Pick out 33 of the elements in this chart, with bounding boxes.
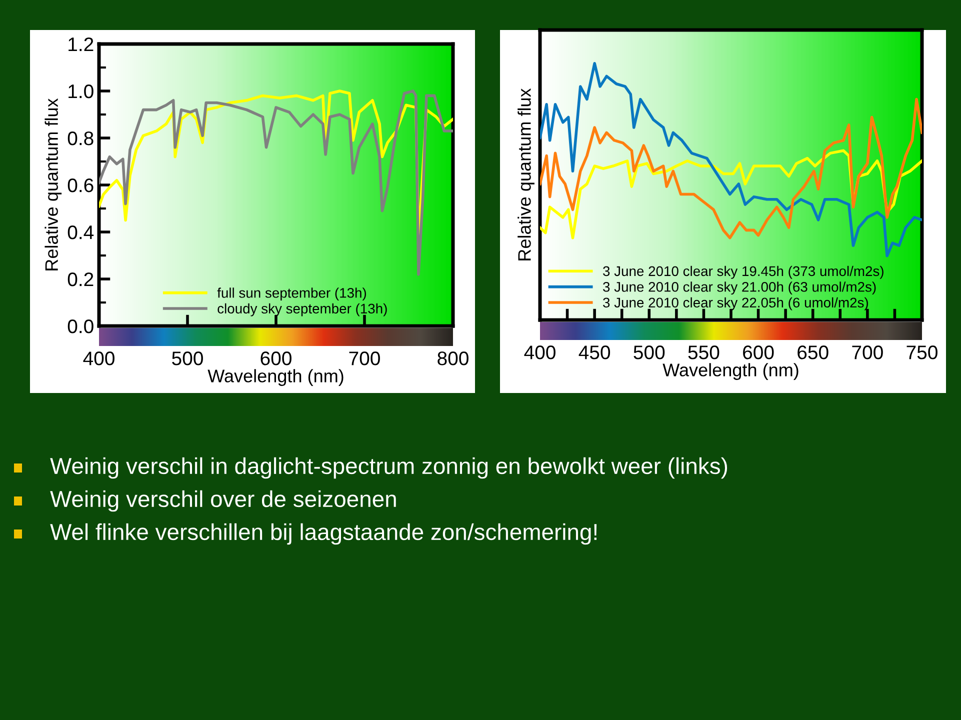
y-tick-label: 1.2 [68, 37, 94, 52]
x-tick-label: 750 [906, 346, 938, 360]
x-tick-label: 600 [260, 352, 292, 366]
y-tick-label: 0.4 [68, 225, 94, 240]
x-tick-label: 450 [578, 346, 610, 360]
x-tick-label: 400 [524, 346, 556, 360]
legend-label: full sun september (13h) [217, 288, 366, 301]
x-axis-title: Wavelength (nm) [662, 363, 798, 380]
x-tick-label: 500 [634, 346, 665, 360]
y-tick-label: 0.2 [68, 272, 94, 286]
text: Weinig verschil over de seizoenen [50, 490, 396, 512]
x-axis-title: Wavelength (nm) [208, 369, 344, 386]
y-tick-label: 1.0 [68, 84, 94, 98]
legend-label: 3 June 2010 clear sky 21.00h (63 umol/m2s) [603, 282, 876, 295]
y-tick-label: 0.0 [68, 319, 94, 334]
x-tick-label: 700 [852, 346, 883, 360]
x-tick-label: 600 [743, 346, 774, 360]
y-tick-label: 0.8 [68, 131, 94, 146]
x-tick-label: 550 [688, 346, 720, 360]
x-tick-label: 400 [83, 352, 114, 366]
y-axis-title: Relative quantum flux [518, 88, 534, 260]
legend-label: cloudy sky september (13h) [218, 303, 387, 316]
x-tick-label: 650 [798, 346, 828, 360]
line-series [99, 90, 453, 276]
text: Weinig verschil in daglicht-spectrum zonnig en bewolkt weer (links) [50, 457, 728, 479]
x-tick-label: 700 [349, 352, 380, 366]
legend-label: 3 June 2010 clear sky 22.05h (6 umol/m2s) [603, 297, 868, 310]
x-tick-label: 800 [438, 352, 468, 366]
legend-label: 3 June 2010 clear sky 19.45h (373 umol/m2s) [603, 266, 884, 279]
x-tick-label: 500 [172, 352, 203, 366]
y-tick-label: 0.6 [68, 178, 94, 192]
y-axis-title: Relative quantum flux [44, 98, 62, 270]
text: Wel flinke verschillen bij laagstaande zon/schemering! [50, 523, 597, 545]
